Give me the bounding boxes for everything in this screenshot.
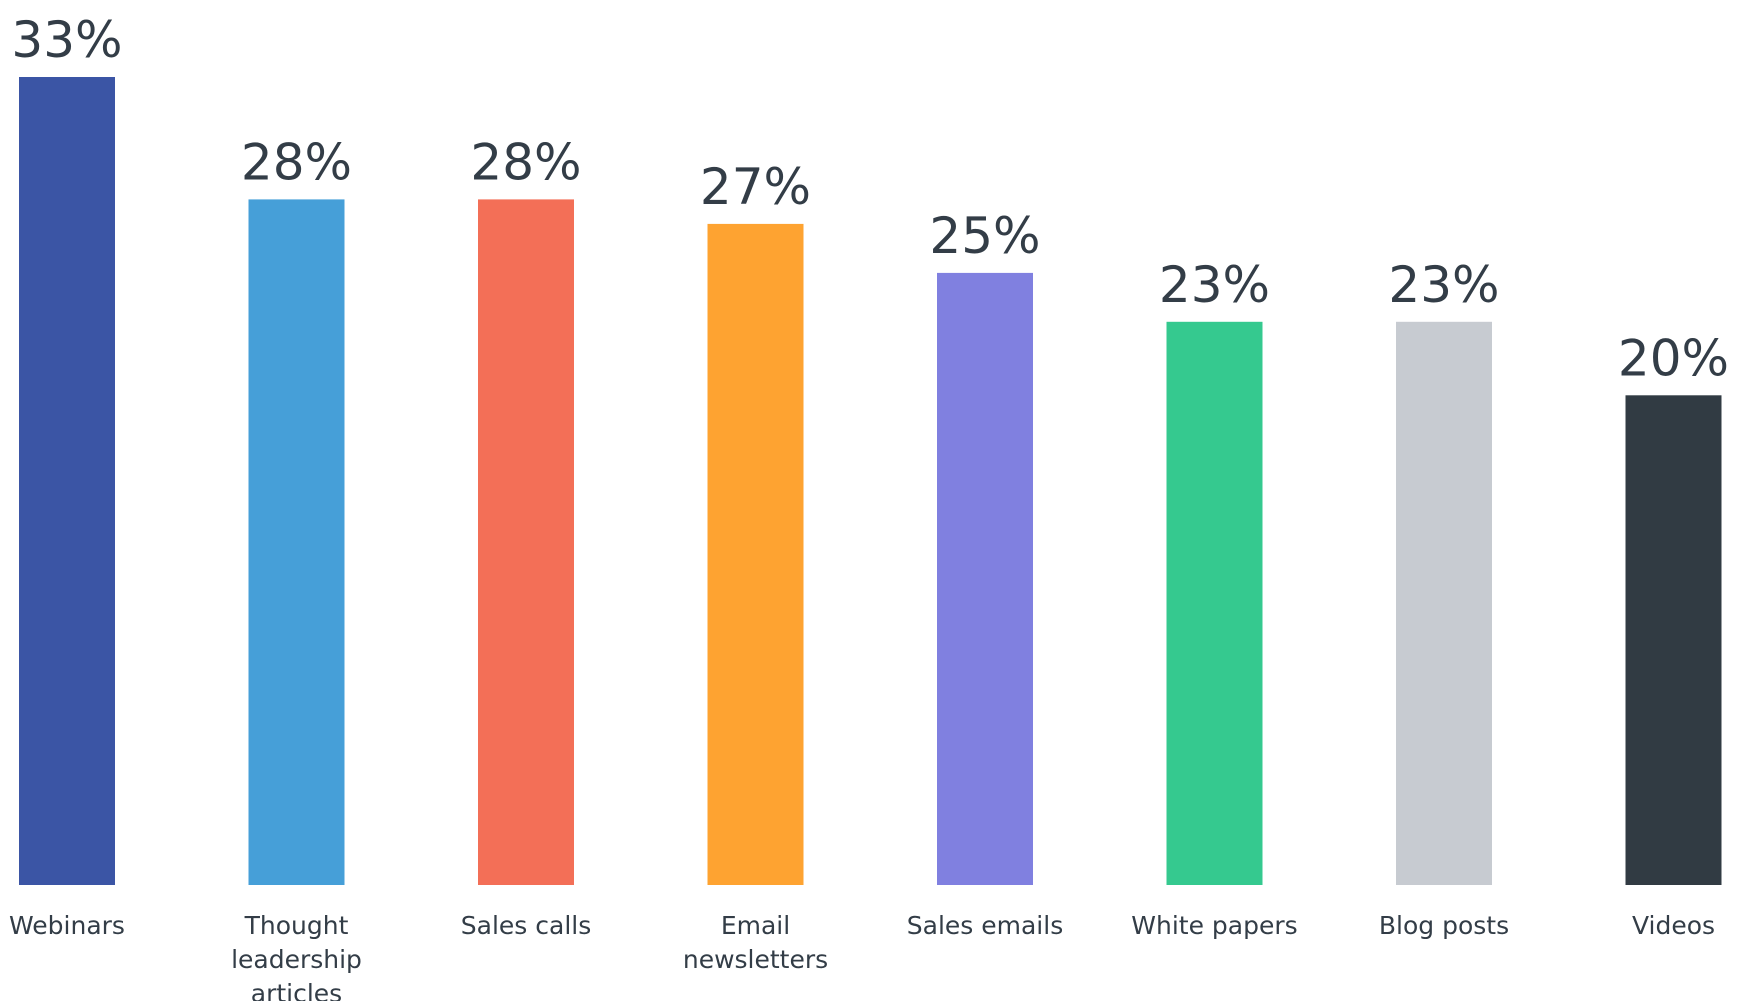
bar-4 bbox=[937, 272, 1033, 885]
category-label-line: Sales emails bbox=[907, 911, 1063, 940]
data-label-4: 25% bbox=[929, 207, 1040, 265]
category-label-5: White papers bbox=[1131, 911, 1297, 940]
data-label-3: 27% bbox=[700, 158, 811, 216]
data-label-2: 28% bbox=[470, 133, 581, 191]
category-label-4: Sales emails bbox=[907, 911, 1063, 940]
bar-0 bbox=[19, 77, 115, 885]
data-label-5: 23% bbox=[1159, 256, 1270, 314]
bar-2 bbox=[478, 199, 574, 885]
category-label-7: Videos bbox=[1632, 911, 1715, 940]
category-label-line: Email bbox=[721, 911, 790, 940]
category-label-line: Videos bbox=[1632, 911, 1715, 940]
category-label-1: Thought leadership articles bbox=[231, 911, 362, 1001]
category-label-0: Webinars bbox=[9, 911, 125, 940]
category-label-line: Webinars bbox=[9, 911, 125, 940]
bars-group bbox=[19, 77, 1722, 885]
category-label-2: Sales calls bbox=[461, 911, 591, 940]
data-label-6: 23% bbox=[1388, 256, 1499, 314]
bar-3 bbox=[707, 223, 804, 885]
category-label-3: Email newsletters bbox=[683, 911, 828, 974]
category-label-line: newsletters bbox=[683, 945, 828, 974]
category-labels-group: Webinars Thought leadership articles Sales c… bbox=[9, 911, 1715, 1001]
category-label-line: leadership bbox=[231, 945, 362, 974]
category-label-line: Sales calls bbox=[461, 911, 591, 940]
category-label-line: Blog posts bbox=[1379, 911, 1509, 940]
bar-1 bbox=[248, 199, 345, 885]
category-label-line: White papers bbox=[1131, 911, 1297, 940]
data-label-0: 33% bbox=[11, 11, 122, 69]
data-label-7: 20% bbox=[1618, 329, 1729, 387]
value-labels-group: 33% 28% 28% 27% 25% 23% 23% 20% bbox=[11, 11, 1729, 387]
category-label-line: articles bbox=[251, 979, 342, 1001]
category-label-line: Thought bbox=[244, 911, 349, 940]
bar-5 bbox=[1166, 321, 1263, 885]
data-label-1: 28% bbox=[241, 133, 352, 191]
bar-6 bbox=[1396, 321, 1492, 885]
bar-7 bbox=[1625, 395, 1722, 885]
category-label-6: Blog posts bbox=[1379, 911, 1509, 940]
